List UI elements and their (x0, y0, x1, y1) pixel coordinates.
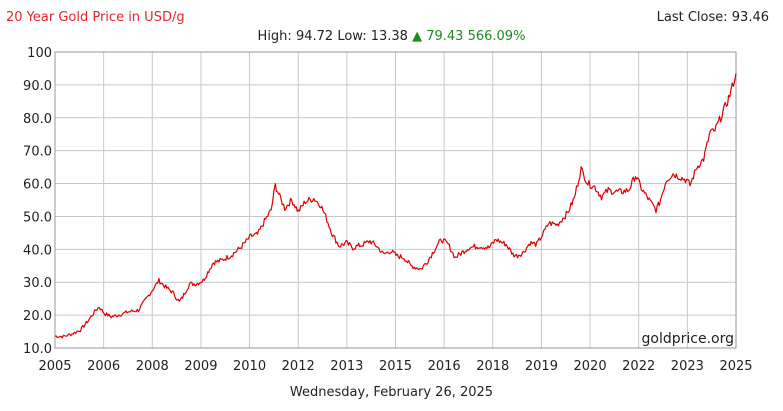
high-value: 94.72 (295, 29, 334, 44)
x-tick-label: 2023 (671, 359, 704, 374)
series-line (54, 73, 737, 339)
x-tick-label: 2016 (428, 359, 461, 374)
x-tick-label: 2022 (622, 359, 655, 374)
y-tick-label: 80.0 (23, 112, 52, 127)
x-tick-label: 2009 (184, 359, 217, 374)
y-tick-label: 100 (27, 46, 52, 61)
x-tick-label: 2012 (282, 359, 315, 374)
high-label: High: (257, 29, 292, 44)
x-tick-label: 2008 (136, 359, 169, 374)
last-close-value: 93.46 (731, 10, 769, 25)
x-tick-label: 2025 (719, 359, 752, 374)
price-stats: High: 94.72 Low: 13.38 ▲ 79.43 566.09% (0, 29, 783, 44)
chart-title: 20 Year Gold Price in USD/g (6, 10, 185, 25)
y-tick-label: 40.0 (23, 243, 52, 258)
y-tick-label: 60.0 (23, 178, 52, 193)
plot-frame (54, 51, 737, 349)
chart-date: Wednesday, February 26, 2025 (289, 385, 494, 400)
y-tick-label: 30.0 (23, 276, 52, 291)
x-tick-label: 2015 (379, 359, 412, 374)
x-tick-label: 2010 (233, 359, 266, 374)
y-tick-label: 50.0 (23, 210, 52, 225)
chart-grid (54, 51, 737, 349)
y-tick-label: 70.0 (23, 145, 52, 160)
y-tick-label: 20.0 (23, 309, 52, 324)
change-up-arrow-icon: ▲ (412, 29, 423, 44)
x-tick-label: 2013 (330, 359, 363, 374)
change-percent: 566.09% (467, 29, 526, 44)
last-close: Last Close: 93.46 (657, 10, 769, 25)
x-tick-label: 2018 (476, 359, 509, 374)
change-value: 79.43 (426, 29, 464, 44)
x-axis: 2005 2006 2008 2009 2010 2012 2013 2015 2016 2018… (38, 359, 752, 374)
low-value: 13.38 (370, 29, 408, 44)
y-tick-label: 90.0 (23, 79, 52, 94)
x-tick-label: 2006 (87, 359, 120, 374)
last-close-label: Last Close: (656, 10, 728, 25)
y-axis: 10.0 20.0 30.0 40.0 50.0 60.0 70.0 80.0 90.0 100 (23, 46, 52, 357)
x-tick-label: 2019 (525, 359, 558, 374)
y-tick-label: 10.0 (23, 342, 52, 357)
x-tick-label: 2005 (38, 359, 71, 374)
watermark-text: goldprice.org (642, 331, 734, 347)
low-label: Low: (337, 29, 367, 44)
x-tick-label: 2020 (574, 359, 607, 374)
